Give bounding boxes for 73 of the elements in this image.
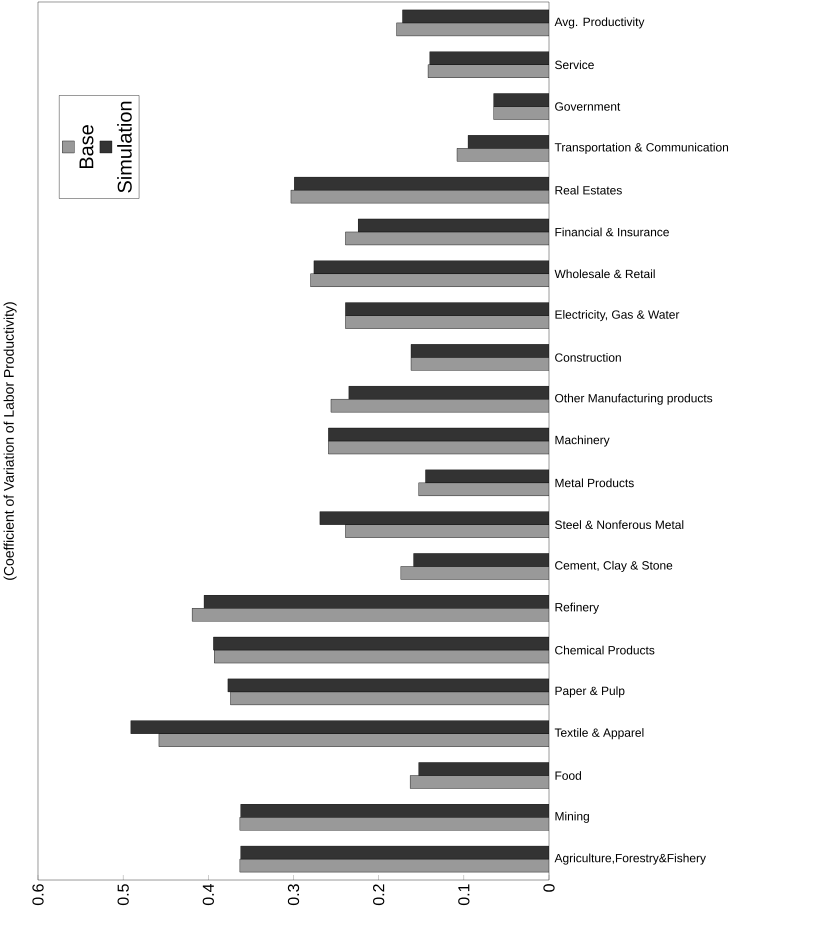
y-tick-label: Steel & Nonferous Metal [555,520,684,530]
bar [358,218,549,232]
bar [228,678,549,692]
x-tick-label: 0.3 [288,884,300,906]
bar [240,858,549,872]
y-tick-label: Cement, Clay & Stone [555,560,672,572]
y-tick-label: Paper & Pulp [556,686,624,698]
bar [320,511,549,525]
y-tick-label: Food [556,771,581,780]
x-tick-label: 0.2 [373,884,384,906]
y-tick-label: Service [555,60,594,70]
y-tick-label: Textile & Apparel [554,728,644,740]
bar [240,817,549,830]
y-tick-label: Mining [556,812,589,823]
bar [345,302,549,316]
x-tick-label: 0.5 [118,884,129,906]
x-tick-label: 0.6 [32,884,44,906]
bar [410,344,549,358]
legend-label: Base [80,125,94,168]
bar [192,608,549,622]
bar [345,524,549,538]
x-tick-label: 0.1 [458,884,470,906]
y-tick-label: Real Estates [556,186,622,195]
bar [468,135,549,149]
legend-label: Simulation [117,102,132,193]
bar [328,440,549,454]
bar [158,733,549,747]
bar [214,650,549,664]
bar [410,775,549,789]
bar [330,398,549,412]
bar [348,386,549,400]
bar [396,22,549,36]
y-tick-label: Avg. Productivity [554,17,644,28]
y-tick-label: Government [555,102,620,111]
y-tick-label: Agriculture,Forestry&Fishery [554,854,706,865]
y-axis-title: (Coefficient of Variation of Labor Productivity) [4,302,17,580]
bar [290,190,549,204]
bar [213,636,549,650]
bar [413,553,549,567]
y-tick-label: Electricity, Gas & Water [556,310,680,322]
bar [428,64,549,78]
bar [410,357,549,371]
y-tick-label: Metal Products [556,478,634,488]
bar [328,428,549,442]
bar [204,595,549,608]
y-tick-label: Other Manufacturing products [555,394,712,405]
bar [240,846,549,860]
y-tick-label: Machinery [556,435,610,447]
bar [294,176,549,190]
bar [418,762,549,776]
bar [400,566,549,580]
bar [345,232,549,246]
bar [402,10,549,24]
bar [418,482,549,496]
y-tick-label: Transportation & Communication [554,142,728,154]
bar [310,274,549,287]
y-tick-label: Refinery [556,602,600,614]
bar [240,804,549,818]
bar [430,52,549,65]
bar [130,720,549,734]
y-tick-label: Financial & Insurance [556,228,669,236]
y-tick-label: Chemical Products [555,646,654,654]
bar [493,106,549,120]
bar [456,148,549,162]
y-tick-label: Wholesale & Retail [554,269,655,278]
bar [345,315,549,329]
x-tick-label: 0.4 [202,884,214,906]
x-tick-label: 0 [543,884,555,892]
bar [314,260,549,274]
bar [493,93,549,107]
bar [230,692,549,706]
y-tick-label: Construction [555,353,621,362]
bar [425,470,549,484]
